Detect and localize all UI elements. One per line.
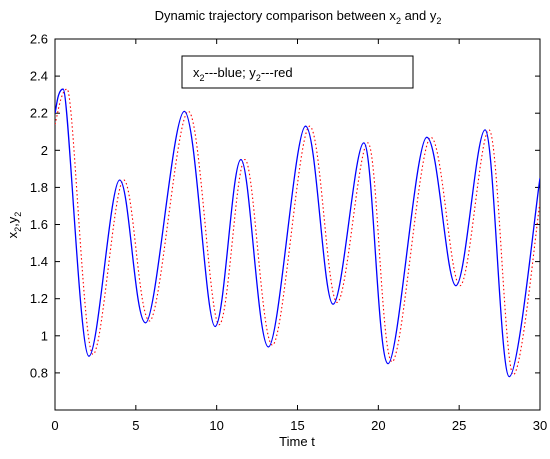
x-tick-label: 30 <box>533 418 547 433</box>
legend-subscript: 2 <box>200 73 205 83</box>
chart-title-part: and y <box>401 8 437 23</box>
y-axis-ticks: 0.8 1 1.2 1.4 1.6 1.8 2 2.2 2.4 2.6 <box>30 32 540 380</box>
y-tick-label: 1.6 <box>30 217 48 232</box>
x-axis-label: Time t <box>279 434 315 449</box>
y-tick-label: 2 <box>41 143 48 158</box>
y-tick-label: 1 <box>41 328 48 343</box>
legend-subscript: 2 <box>256 73 261 83</box>
x-tick-label: 15 <box>290 418 304 433</box>
y-tick-label: 2.2 <box>30 106 48 121</box>
chart-title: Dynamic trajectory comparison between x2… <box>155 8 442 26</box>
legend: x2---blue; y2---red <box>181 55 414 89</box>
y-axis-label-subscript: 2 <box>13 212 23 217</box>
y-axis-label-part: ,y <box>5 216 20 227</box>
x-tick-label: 0 <box>51 418 58 433</box>
series-line-y2 <box>55 88 540 376</box>
y-tick-label: 2.6 <box>30 32 48 47</box>
y-axis-label: x2,y2 <box>5 212 23 239</box>
x-axis-ticks: 0 5 10 15 20 25 30 <box>51 39 547 433</box>
y-tick-label: 0.8 <box>30 365 48 380</box>
legend-box <box>181 55 414 89</box>
chart-title-subscript: 2 <box>396 16 401 26</box>
y-axis-label-subscript: 2 <box>13 227 23 232</box>
legend-label: x2---blue; y2---red <box>193 65 293 83</box>
x-tick-label: 20 <box>371 418 385 433</box>
series-line-x2 <box>55 88 540 378</box>
legend-part: ---red <box>261 65 293 80</box>
chart-title-subscript: 2 <box>436 16 441 26</box>
y-tick-label: 1.4 <box>30 254 48 269</box>
plot-area <box>54 38 541 411</box>
y-axis-label-part: x <box>5 231 20 238</box>
x-tick-label: 10 <box>209 418 223 433</box>
y-tick-label: 1.8 <box>30 180 48 195</box>
x-tick-label: 25 <box>452 418 466 433</box>
chart-title-part: Dynamic trajectory comparison between x <box>155 8 397 23</box>
series-layer <box>55 88 540 378</box>
y-tick-label: 1.2 <box>30 291 48 306</box>
legend-part: x <box>193 65 200 80</box>
y-tick-label: 2.4 <box>30 69 48 84</box>
legend-part: ---blue; y <box>205 65 257 80</box>
x-tick-label: 5 <box>132 418 139 433</box>
